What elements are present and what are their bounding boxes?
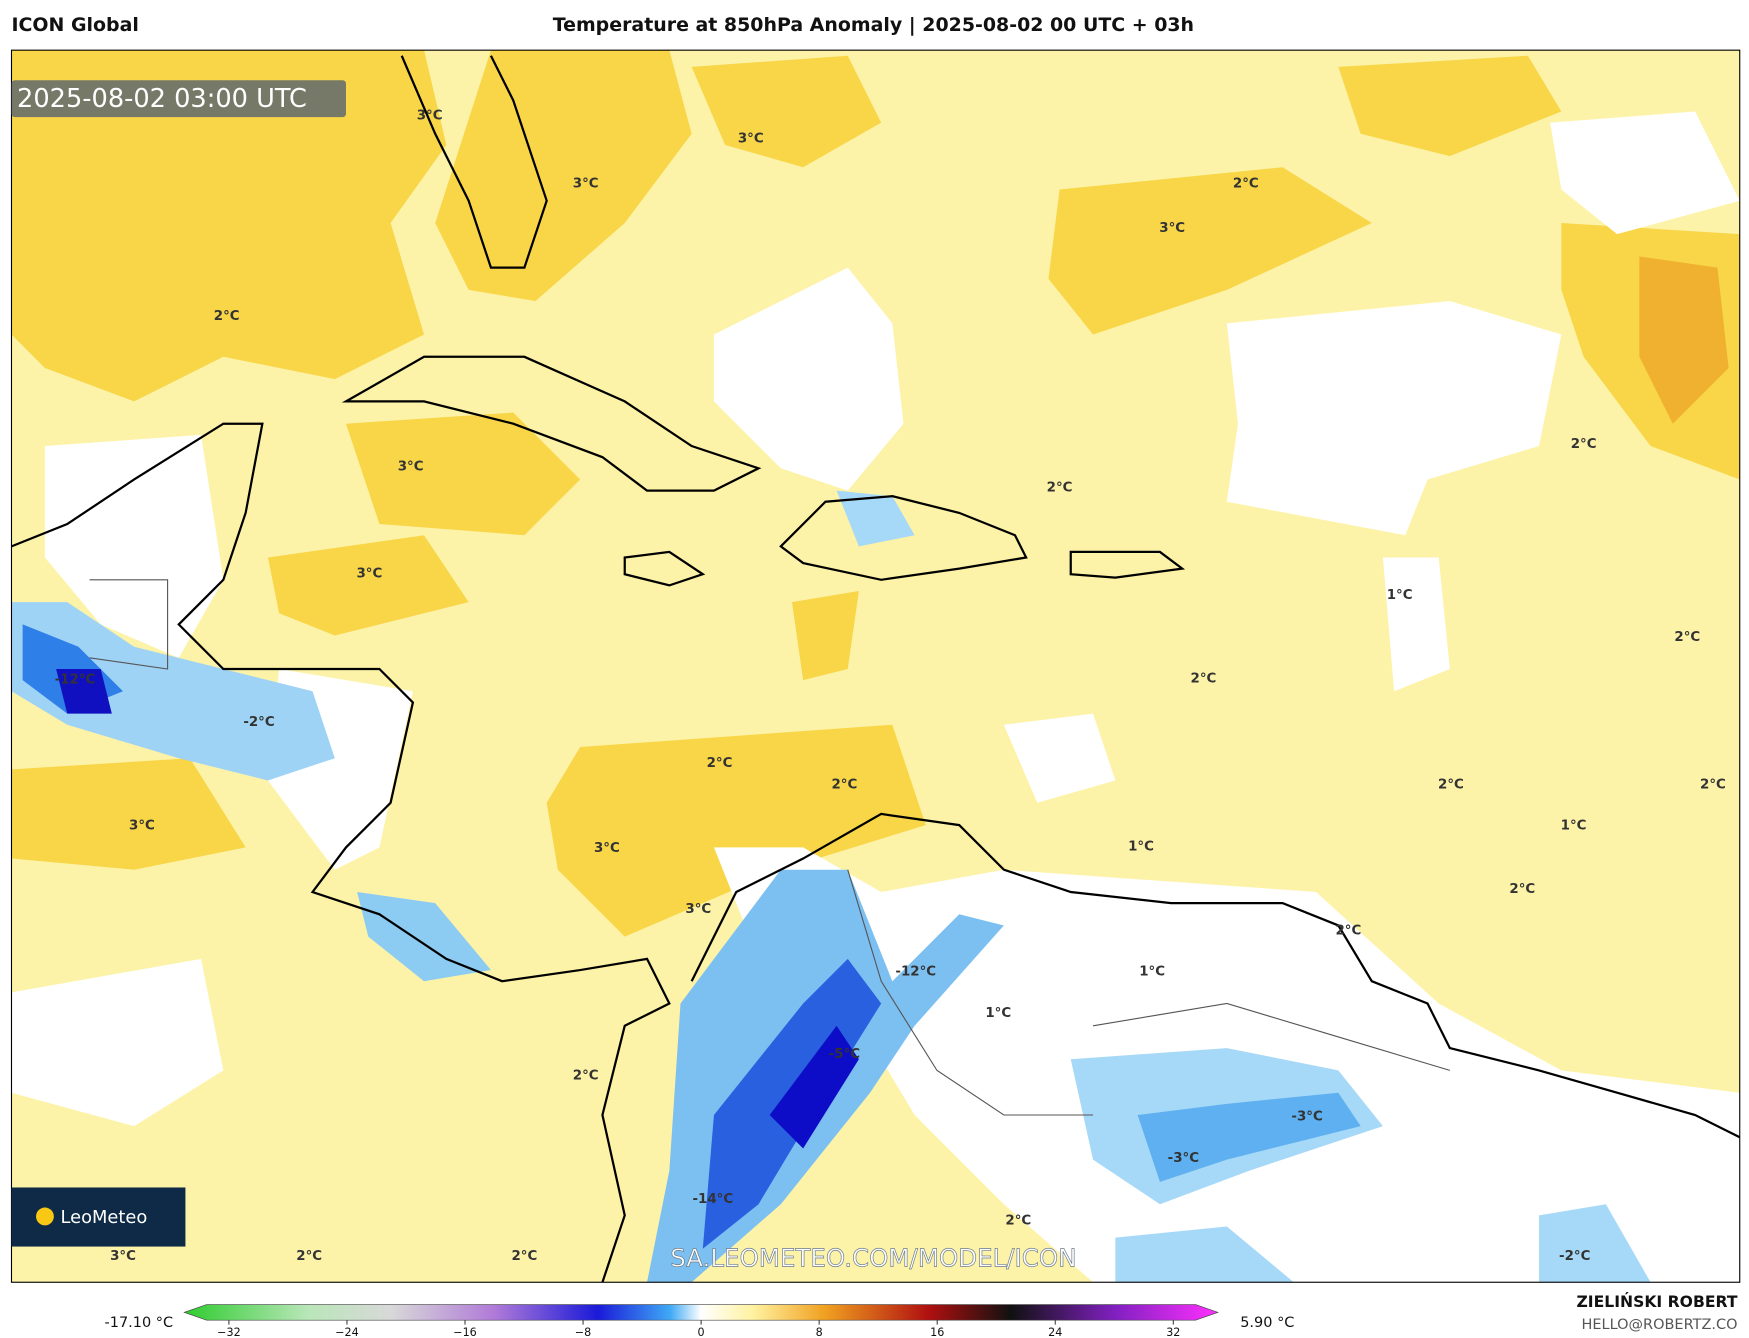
colorbar-ticks: −32 −24 −16 −8 0 8 16 24 32 [217, 1320, 1180, 1338]
colorbar-tick-label: −24 [335, 1326, 359, 1338]
contour-label: 1°C [1561, 819, 1587, 834]
contour-label: 2°C [1438, 777, 1464, 792]
contour-label: -3°C [1168, 1151, 1199, 1166]
contour-label: 2°C [1233, 176, 1259, 191]
warm-core [1639, 256, 1729, 424]
contour-label: -5°C [829, 1047, 860, 1062]
contour-label: 2°C [511, 1249, 537, 1264]
colorbar-tick-label: 32 [1166, 1326, 1180, 1338]
contour-label: 2°C [1191, 671, 1217, 686]
contour-label: -12°C [895, 965, 936, 980]
contour-label: 1°C [1139, 965, 1165, 980]
timestamp: 2025-08-02 03:00 UTC [17, 84, 307, 114]
watermark: SA.LEOMETEO.COM/MODEL/ICON [670, 1244, 1076, 1273]
model-name: ICON Global [11, 14, 138, 36]
map-frame [10, 49, 1741, 1283]
contour-label: 3°C [417, 108, 443, 123]
colorbar-tick-label: 8 [816, 1326, 823, 1338]
contour-label: 3°C [573, 176, 599, 191]
contour-label: -2°C [243, 715, 274, 730]
contour-label: 2°C [214, 309, 240, 324]
colorbar-tick-label: −8 [575, 1326, 591, 1338]
contour-label: -2°C [1559, 1249, 1590, 1264]
author-name: ZIELIŃSKI ROBERT [1576, 1292, 1737, 1311]
contour-label: 2°C [1571, 437, 1597, 452]
contour-label: -12°C [55, 672, 96, 687]
contour-label: 3°C [685, 902, 711, 917]
colorbar [183, 1304, 1219, 1321]
colorbar-tick-label: −32 [217, 1326, 241, 1338]
contour-label: 1°C [1387, 588, 1413, 603]
contour-label: 1°C [1128, 840, 1154, 855]
contour-label: 3°C [738, 132, 764, 147]
contour-label: 2°C [1674, 630, 1700, 645]
contour-label: 2°C [831, 777, 857, 792]
contour-label: 3°C [110, 1249, 136, 1264]
contour-label: 3°C [129, 819, 155, 834]
contour-label: 1°C [985, 1006, 1011, 1021]
contour-label: 3°C [356, 567, 382, 582]
timestamp-box [11, 80, 346, 118]
contour-label: 3°C [594, 841, 620, 856]
contour-label: 2°C [707, 756, 733, 771]
contour-label: -3°C [1291, 1110, 1322, 1125]
logo-text: LeoMeteo [61, 1207, 148, 1228]
map: 3°C 3°C 3°C 2°C 3°C 2°C 3°C 2°C 2°C 3°C 1°C 2°C -12°… [11, 50, 1740, 1283]
contour-label: 2°C [1335, 923, 1361, 938]
contour-label: -14°C [692, 1192, 733, 1207]
contour-label: 2°C [1005, 1213, 1031, 1228]
borders [89, 579, 1451, 1116]
logo-sun [36, 1207, 54, 1226]
contour-labels: 3°C 3°C 3°C 2°C 3°C 2°C 3°C 2°C 2°C 3°C 1°C 2°C -12°… [55, 108, 1726, 1264]
contour-label: 3°C [1159, 221, 1185, 236]
map-title: Temperature at 850hPa Anomaly | 2025-08-… [553, 14, 1194, 36]
author-email: HELLO@ROBERTZ.CO [1581, 1317, 1737, 1333]
colorbar-tick-label: 24 [1048, 1326, 1062, 1338]
warm-anomaly [11, 50, 1740, 937]
contour-label: 2°C [296, 1249, 322, 1264]
contour-label: 2°C [1700, 777, 1726, 792]
colorbar-min: -17.10 °C [105, 1315, 174, 1331]
coastline [11, 55, 1740, 1283]
colorbar-tick-label: −16 [453, 1326, 477, 1338]
contour-label: 2°C [573, 1068, 599, 1083]
contour-label: 2°C [1047, 481, 1073, 496]
cold-anomaly [11, 490, 1651, 1283]
colorbar-tick-label: 0 [698, 1326, 705, 1338]
colorbar-max: 5.90 °C [1240, 1315, 1294, 1331]
colorbar-tick-label: 16 [930, 1326, 944, 1338]
contour-label: 2°C [1509, 882, 1535, 897]
contour-label: 3°C [398, 460, 424, 475]
